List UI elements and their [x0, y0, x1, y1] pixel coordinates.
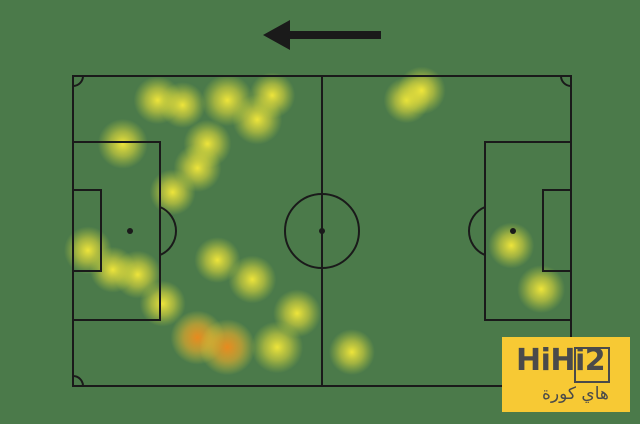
- heat-spot: [139, 280, 186, 327]
- arrow-left-icon: [263, 20, 381, 50]
- logo-text: HiHi2: [516, 343, 606, 378]
- heat-spot: [273, 289, 322, 338]
- logo-box: [574, 347, 610, 383]
- right-penalty-arc: [468, 206, 486, 256]
- heat-spot: [397, 66, 446, 115]
- hihi2-logo: HiHi2 هاي كورة: [502, 337, 630, 412]
- right-penalty-spot: [510, 228, 516, 234]
- heat-spot: [194, 237, 241, 284]
- pitch-lines: [72, 75, 572, 387]
- corner-arc: [72, 75, 84, 87]
- heat-spot: [228, 255, 277, 304]
- left-goal-area: [72, 189, 102, 272]
- logo-arabic-text: هاي كورة: [542, 384, 609, 404]
- center-circle: [284, 193, 360, 269]
- center-spot: [319, 228, 325, 234]
- heat-spot: [89, 246, 136, 293]
- left-penalty-spot: [127, 228, 133, 234]
- heat-spot: [159, 82, 206, 129]
- heat-spot: [488, 222, 535, 269]
- heat-spot: [328, 329, 375, 376]
- heat-spot: [149, 169, 196, 216]
- heat-spot: [97, 118, 148, 169]
- corner-arc: [72, 375, 84, 387]
- right-goal-area: [542, 189, 572, 272]
- heat-spot: [517, 265, 566, 314]
- left-penalty-arc: [159, 206, 177, 256]
- heat-spot: [199, 319, 256, 376]
- heat-spot: [249, 72, 296, 119]
- corner-arc: [560, 75, 572, 87]
- heat-layer: [63, 66, 566, 376]
